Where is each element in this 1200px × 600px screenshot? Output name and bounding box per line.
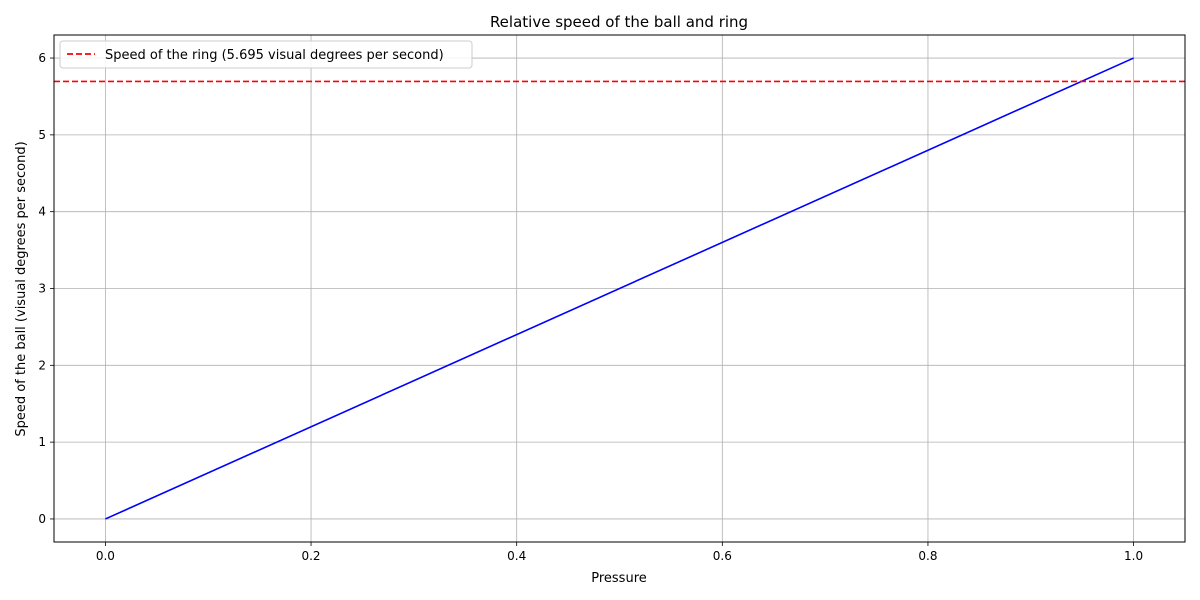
y-tick-label: 4 xyxy=(38,205,46,219)
x-tick-label: 1.0 xyxy=(1124,549,1143,563)
y-tick-label: 0 xyxy=(38,512,46,526)
x-tick-label: 0.6 xyxy=(713,549,732,563)
x-axis-label: Pressure xyxy=(591,571,647,586)
y-tick-label: 2 xyxy=(38,358,46,372)
y-tick-label: 1 xyxy=(38,435,46,449)
y-tick-label: 5 xyxy=(38,128,46,142)
x-tick-label: 0.2 xyxy=(301,549,320,563)
y-tick-label: 3 xyxy=(38,282,46,296)
chart-title: Relative speed of the ball and ring xyxy=(490,13,748,31)
legend-label-ring-speed: Speed of the ring (5.695 visual degrees … xyxy=(105,48,444,63)
ball-speed-line xyxy=(105,57,1134,520)
grid xyxy=(54,35,1185,542)
y-tick-label: 6 xyxy=(38,51,46,65)
x-tick-label: 0.4 xyxy=(507,549,526,563)
legend-box xyxy=(59,40,473,69)
x-tick-label: 0.0 xyxy=(96,549,115,563)
legend: Speed of the ring (5.695 visual degrees … xyxy=(59,40,473,69)
y-axis-label: Speed of the ball (visual degrees per se… xyxy=(14,141,29,436)
axis-ticks: 0.0 0.2 0.4 0.6 0.8 1.0 0 1 2 3 4 5 6 xyxy=(38,51,1143,563)
x-tick-label: 0.8 xyxy=(918,549,937,563)
plot-series xyxy=(54,57,1185,520)
